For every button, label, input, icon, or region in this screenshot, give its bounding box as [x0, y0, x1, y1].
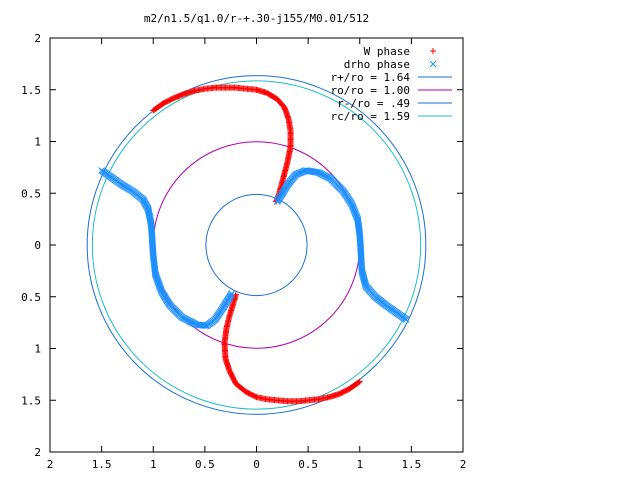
x-tick-label-7: 1.5 — [401, 458, 421, 471]
circle-2 — [205, 193, 308, 297]
y-tick-label-1: 1.5 — [21, 84, 41, 97]
point — [156, 284, 164, 292]
point — [202, 322, 210, 329]
point — [151, 270, 159, 278]
legend-label-4: r-/ro = .49 — [337, 97, 410, 110]
legend-label-0: W phase — [364, 45, 410, 58]
point — [152, 272, 160, 280]
y-tick-label-6: 1 — [34, 343, 41, 356]
y-axis: 2 1.5 1 0.5 0 0.5 1 1.5 2 — [21, 32, 463, 459]
y-tick-label-5: 0.5 — [21, 291, 41, 304]
x-tick-label-0: 2 — [47, 458, 54, 471]
point — [156, 283, 164, 291]
point — [153, 275, 161, 283]
legend-marker-0 — [430, 48, 436, 54]
legend-label-2: r+/ro = 1.64 — [331, 71, 411, 84]
point — [156, 282, 163, 290]
y-tick-label-7: 1.5 — [21, 394, 41, 407]
x-tick-label-5: 0.5 — [298, 458, 318, 471]
x-axis: 2 1.5 1 0.5 0 0.5 1 1.5 2 — [47, 38, 467, 471]
point — [154, 277, 162, 285]
y-tick-label-4: 0 — [34, 239, 41, 252]
x-tick-label-8: 2 — [460, 458, 467, 471]
point — [153, 274, 160, 281]
y-tick-label-2: 1 — [34, 136, 41, 149]
point — [273, 198, 281, 205]
point — [154, 276, 161, 284]
chart-title: m2/n1.5/q1.0/r-+.30-j155/M0.01/512 — [144, 12, 369, 25]
x-tick-label-2: 1 — [150, 458, 157, 471]
point — [228, 290, 236, 297]
legend-label-5: rc/ro = 1.59 — [331, 110, 410, 123]
legend-label-3: ro/ro = 1.00 — [331, 84, 410, 97]
series-1 — [98, 167, 410, 330]
point — [155, 280, 162, 287]
point — [154, 278, 162, 286]
reference-circles — [86, 75, 427, 415]
circle-0 — [86, 75, 427, 415]
x-tick-label-1: 1.5 — [92, 458, 112, 471]
y-tick-label-8: 2 — [34, 446, 41, 459]
point — [157, 287, 165, 294]
y-tick-label-3: 0.5 — [21, 187, 41, 200]
point — [232, 291, 239, 298]
y-tick-label-0: 2 — [34, 32, 41, 45]
point — [157, 285, 165, 293]
point — [152, 271, 160, 279]
legend-marker-1 — [429, 60, 437, 68]
x-tick-label-4: 0 — [253, 458, 260, 471]
point — [155, 281, 163, 288]
x-tick-label-3: 0.5 — [195, 458, 215, 471]
x-tick-label-6: 1 — [356, 458, 363, 471]
legend-label-1: drho phase — [344, 58, 410, 71]
data-series — [98, 84, 410, 405]
series-0 — [150, 84, 363, 405]
circle-3 — [91, 80, 422, 410]
